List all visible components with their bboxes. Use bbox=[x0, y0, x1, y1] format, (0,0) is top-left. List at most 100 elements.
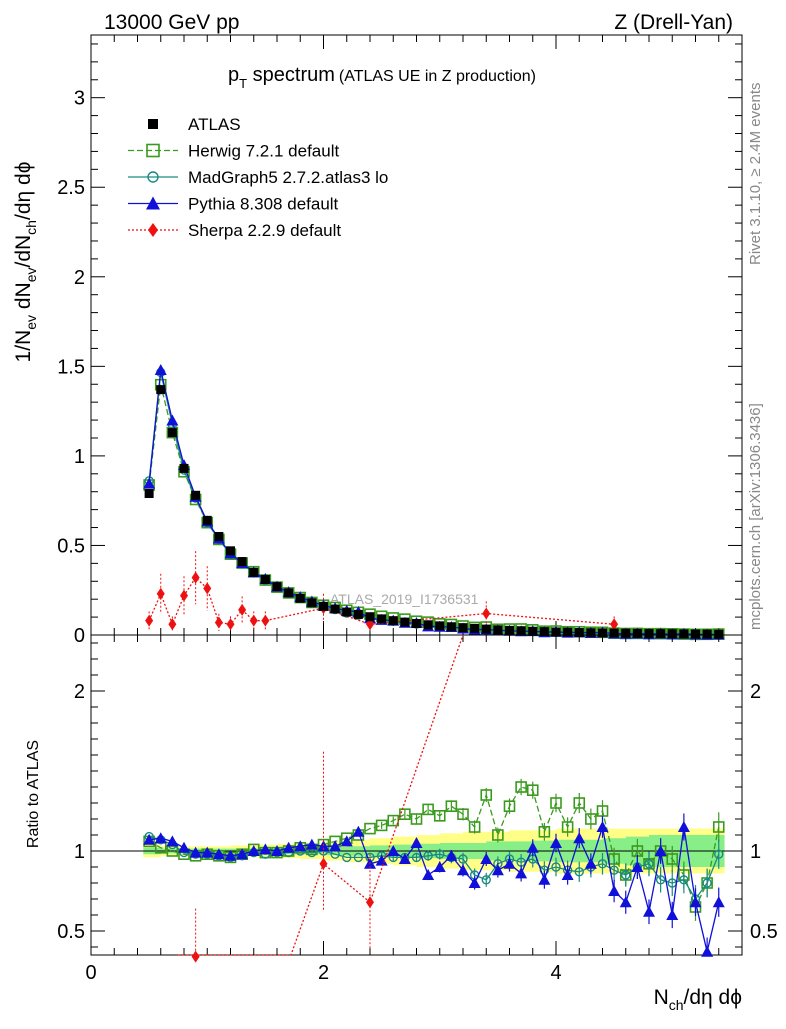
ratio-point bbox=[608, 885, 621, 896]
ratio-point bbox=[340, 835, 353, 847]
y-tick-label: 2.5 bbox=[57, 177, 85, 199]
ratio-point bbox=[596, 805, 609, 817]
ratio-point bbox=[282, 841, 295, 853]
ratio-point bbox=[423, 851, 433, 861]
ratio-point bbox=[433, 861, 446, 872]
ratio-point bbox=[445, 849, 458, 861]
legend-item: Pythia 8.308 default bbox=[128, 195, 339, 214]
data-point bbox=[167, 428, 177, 438]
series-point bbox=[154, 363, 167, 375]
header-left: 13000 GeV pp bbox=[104, 11, 239, 34]
ratio-point bbox=[585, 813, 597, 825]
data-point bbox=[702, 629, 712, 639]
data-point bbox=[551, 627, 561, 637]
data-point bbox=[156, 385, 166, 395]
ratio-point bbox=[366, 896, 374, 909]
chart-title-note: (ATLAS UE in Z production) bbox=[339, 68, 536, 85]
series-point bbox=[143, 477, 156, 489]
rivet-label: Rivet 3.1.10, ≥ 2.4M events bbox=[747, 83, 764, 266]
data-point bbox=[272, 582, 282, 592]
y-tick-label: 3 bbox=[74, 88, 85, 110]
ratio-tick-label: 0.5 bbox=[57, 921, 85, 943]
ratio-line bbox=[178, 634, 464, 956]
data-point bbox=[191, 490, 201, 500]
data-point bbox=[586, 628, 596, 638]
ratio-point bbox=[342, 852, 352, 863]
data-point bbox=[377, 614, 387, 624]
ratio-point bbox=[655, 875, 666, 885]
series-point bbox=[168, 618, 177, 631]
ratio-point bbox=[457, 808, 469, 821]
ratio-point bbox=[515, 867, 528, 879]
ratio-tick-label: 1 bbox=[74, 841, 85, 863]
legend-label: Sherpa 2.2.9 default bbox=[188, 221, 341, 240]
ratio-point bbox=[538, 825, 551, 838]
legend-label: ATLAS bbox=[188, 115, 241, 134]
y-tick-label: 0.5 bbox=[57, 535, 85, 557]
ratio-point bbox=[305, 838, 318, 850]
ratio-point bbox=[411, 852, 422, 863]
ratio-point bbox=[364, 822, 376, 835]
y-tick-label: 1 bbox=[74, 446, 85, 468]
ratio-point bbox=[468, 877, 481, 888]
legend-item: ATLAS bbox=[148, 115, 241, 134]
ratio-point bbox=[457, 864, 469, 876]
ratio-point bbox=[201, 846, 214, 858]
data-point bbox=[539, 627, 549, 637]
ratio-point bbox=[644, 859, 654, 869]
data-point bbox=[528, 626, 538, 636]
ratio-point bbox=[410, 837, 423, 848]
data-point bbox=[563, 627, 573, 637]
ratio-line bbox=[148, 786, 720, 909]
legend-item: Sherpa 2.2.9 default bbox=[128, 221, 341, 240]
data-point bbox=[574, 627, 584, 637]
ratio-series-2 bbox=[143, 813, 725, 957]
data-point bbox=[400, 617, 410, 627]
ratio-point bbox=[666, 853, 679, 865]
ratio-point bbox=[573, 797, 586, 809]
ratio-point bbox=[550, 797, 562, 809]
ratio-point bbox=[329, 840, 342, 852]
ratio-point bbox=[468, 821, 481, 833]
ratio-point bbox=[643, 905, 655, 917]
ratio-panel: 0 2 4 0.5 0.5 1 1 2 2 bbox=[57, 634, 778, 984]
series-point bbox=[180, 589, 188, 602]
legend-label: Pythia 8.308 default bbox=[188, 195, 339, 214]
data-point bbox=[679, 629, 689, 639]
ratio-point bbox=[702, 878, 712, 888]
data-point bbox=[446, 622, 456, 632]
legend-marker bbox=[147, 171, 159, 183]
ratio-point bbox=[679, 875, 689, 885]
ratio-point bbox=[212, 848, 225, 860]
ratio-point bbox=[294, 840, 307, 852]
data-point bbox=[493, 625, 503, 635]
data-point bbox=[249, 567, 259, 577]
legend-item: Herwig 7.2.1 default bbox=[128, 142, 339, 161]
main-panel: 0 0.5 1 1.5 2 2.5 3 bbox=[57, 34, 743, 647]
data-point bbox=[667, 629, 677, 639]
x-tick-label: 0 bbox=[85, 962, 96, 984]
ratio-series-3 bbox=[178, 634, 464, 963]
ratio-point bbox=[701, 945, 714, 957]
ratio-point bbox=[319, 857, 328, 870]
ratio-point bbox=[375, 854, 388, 866]
x-tick-label: 2 bbox=[318, 962, 329, 984]
data-point bbox=[307, 598, 317, 608]
ratio-point bbox=[538, 873, 551, 885]
ratio-point bbox=[526, 841, 539, 853]
ratio-point bbox=[631, 861, 644, 872]
ratio-point bbox=[515, 781, 527, 793]
legend-marker bbox=[146, 196, 160, 210]
y-axis-label: 1/Nev dNev/dNch/dη dϕ bbox=[12, 162, 39, 363]
ratio-point bbox=[352, 825, 365, 837]
data-point bbox=[516, 626, 526, 636]
ratio-point bbox=[178, 841, 190, 853]
series-3 bbox=[145, 551, 619, 633]
legend-marker bbox=[148, 223, 158, 237]
legend-item: MadGraph5 2.7.2.atlas3 lo bbox=[128, 168, 388, 187]
ratio-point bbox=[154, 832, 167, 844]
data-point bbox=[214, 531, 224, 541]
data-point bbox=[388, 616, 398, 626]
